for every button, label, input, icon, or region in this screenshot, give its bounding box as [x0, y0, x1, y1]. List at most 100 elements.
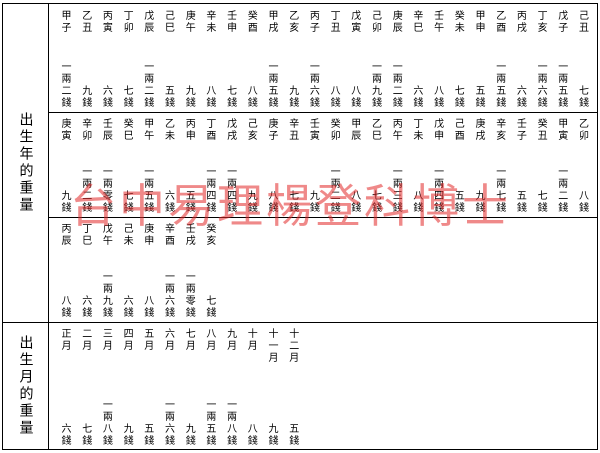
period-label: 辛亥 — [493, 118, 505, 142]
weight-entry: 庚戌 九錢 — [463, 112, 484, 217]
weight-entry: 己未 六錢 — [111, 217, 132, 322]
period-label: 己丑 — [576, 10, 588, 34]
weight-value: 一兩四錢 — [431, 166, 443, 214]
weight-entry: 甲子 一兩二錢 — [49, 4, 70, 112]
period-label: 乙酉 — [493, 10, 505, 34]
period-label: 丙申 — [183, 118, 195, 142]
weight-entry: 辛巳 六錢 — [401, 4, 422, 112]
period-label: 壬申 — [224, 10, 236, 34]
period-label: 甲寅 — [555, 118, 567, 142]
weight-value: 八錢 — [576, 190, 588, 214]
weight-entry: 丁未 八錢 — [401, 112, 422, 217]
weight-entry: 丙午 一兩三錢 — [380, 112, 401, 217]
weight-entry: 乙卯 八錢 — [567, 112, 588, 217]
period-label: 庚午 — [183, 10, 195, 34]
year-row-2: 庚寅 九錢 辛卯 一兩二錢 壬辰 一兩零錢 癸巳 七錢 甲午 一兩五錢 乙未 六錢 丙申 五錢 丁酉 一兩四錢… — [48, 112, 597, 217]
period-label: 癸丑 — [535, 118, 547, 142]
weight-value: 五錢 — [183, 190, 195, 214]
weight-value: 九錢 — [307, 190, 319, 214]
weight-value: 一兩五錢 — [493, 61, 505, 109]
weight-entry: 甲寅 一兩二錢 — [546, 112, 567, 217]
weight-entry: 十月 八錢 — [235, 322, 256, 450]
period-label: 丁巳 — [79, 223, 91, 247]
period-label: 十二月 — [286, 328, 298, 364]
period-label: 庚寅 — [59, 118, 70, 142]
weight-value: 一兩六錢 — [535, 61, 547, 109]
row-divider-2 — [48, 217, 597, 218]
weight-value: 八錢 — [431, 85, 443, 109]
weight-entry: 八月 一兩五錢 — [194, 322, 215, 450]
weight-value: 五錢 — [452, 190, 464, 214]
weight-entry: 戊戌 一兩四錢 — [215, 112, 236, 217]
period-label: 庚申 — [141, 223, 153, 247]
weight-value: 五錢 — [162, 85, 174, 109]
period-label: 丙子 — [307, 10, 319, 34]
birth-year-header-label: 出生年的重量 — [17, 112, 34, 214]
weight-value: 九錢 — [183, 85, 195, 109]
weight-entry: 甲申 五錢 — [463, 4, 484, 112]
weight-entry: 癸卯 一兩二錢 — [318, 112, 339, 217]
period-label: 壬辰 — [100, 118, 112, 142]
row-divider-1 — [48, 112, 597, 113]
weight-entry: 戊子 一兩五錢 — [546, 4, 567, 112]
weight-entry: 壬寅 九錢 — [297, 112, 318, 217]
period-label: 辛丑 — [286, 118, 298, 142]
weight-value: 六錢 — [59, 423, 70, 447]
weight-value: 一兩零錢 — [183, 271, 195, 319]
weight-value: 六錢 — [121, 295, 133, 319]
weight-value: 一兩八錢 — [100, 399, 112, 447]
period-label: 丙午 — [390, 118, 402, 142]
period-label: 庚戌 — [473, 118, 484, 142]
weight-value: 一兩二錢 — [59, 61, 70, 109]
period-label: 二月 — [79, 328, 91, 352]
weight-value: 五錢 — [473, 85, 484, 109]
weight-value: 一兩二錢 — [555, 166, 567, 214]
weight-entry: 己丑 七錢 — [567, 4, 588, 112]
weight-value: 八錢 — [410, 190, 422, 214]
weight-entry: 庚辰 一兩二錢 — [380, 4, 401, 112]
period-label: 庚子 — [266, 118, 277, 142]
weight-entry: 丁亥 一兩六錢 — [525, 4, 546, 112]
weight-entry: 庚申 八錢 — [132, 217, 153, 322]
weight-entry: 四月 九錢 — [111, 322, 132, 450]
weight-value: 六錢 — [79, 295, 91, 319]
period-label: 五月 — [141, 328, 153, 352]
period-label: 癸卯 — [328, 118, 340, 142]
period-label: 丁亥 — [535, 10, 547, 34]
period-label: 甲申 — [473, 10, 484, 34]
year-row-3: 丙辰 八錢 丁巳 六錢 戊午 一兩九錢 己未 六錢 庚申 八錢 辛酉 一兩六錢 壬戌 一兩零錢 癸亥 七錢 — [48, 217, 597, 322]
weight-value: 一兩九錢 — [100, 271, 112, 319]
weight-entry: 三月 一兩八錢 — [90, 322, 111, 450]
weight-value: 八錢 — [348, 190, 360, 214]
weight-entry: 丁卯 七錢 — [111, 4, 132, 112]
weight-value: 一兩二錢 — [141, 61, 153, 109]
weight-entry: 癸亥 七錢 — [194, 217, 215, 322]
weight-entry: 辛丑 七錢 — [277, 112, 298, 217]
weight-value: 一兩四錢 — [203, 166, 215, 214]
weight-value: 七錢 — [224, 85, 236, 109]
weight-entry: 壬戌 一兩零錢 — [173, 217, 194, 322]
weight-entry: 丙申 五錢 — [173, 112, 194, 217]
weight-entry: 己亥 九錢 — [235, 112, 256, 217]
weight-entry: 六月 一兩六錢 — [153, 322, 174, 450]
weight-entry: 乙丑 九錢 — [70, 4, 91, 112]
weight-value: 一兩八錢 — [224, 399, 236, 447]
weight-value: 八錢 — [348, 85, 360, 109]
weight-entry: 壬申 七錢 — [215, 4, 236, 112]
weight-value: 一兩五錢 — [555, 61, 567, 109]
weight-entry: 戊午 一兩九錢 — [90, 217, 111, 322]
period-label: 丙戌 — [514, 10, 526, 34]
weight-entry: 丁酉 一兩四錢 — [194, 112, 215, 217]
weight-value: 七錢 — [369, 190, 381, 214]
weight-entry: 辛亥 一兩七錢 — [484, 112, 505, 217]
weight-value: 八錢 — [266, 190, 277, 214]
period-label: 辛未 — [203, 10, 215, 34]
weight-value: 六錢 — [514, 85, 526, 109]
weight-value: 一兩二錢 — [328, 166, 340, 214]
weight-value: 八錢 — [203, 85, 215, 109]
weight-entry: 戊寅 八錢 — [339, 4, 360, 112]
weight-value: 八錢 — [141, 295, 153, 319]
weight-value: 五錢 — [514, 190, 526, 214]
weight-entry: 庚午 九錢 — [173, 4, 194, 112]
weight-value: 七錢 — [121, 85, 133, 109]
